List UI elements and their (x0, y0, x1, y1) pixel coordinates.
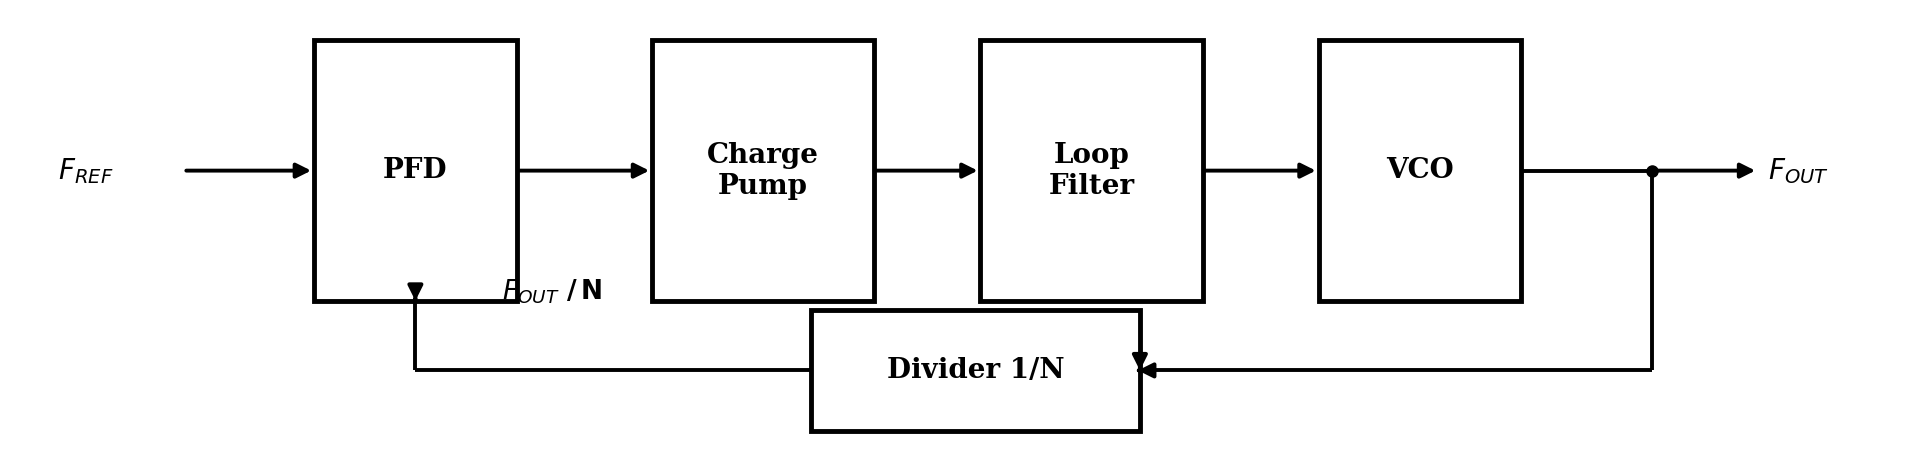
Bar (1318, 40, 1522, 301)
Text: $\mathbf{\mathit{F}}_{OUT}$: $\mathbf{\mathit{F}}_{OUT}$ (1768, 156, 1830, 185)
Text: $\mathbf{\mathit{F}}_{OUT}$ $\mathbf{/\,N}$: $\mathbf{\mathit{F}}_{OUT}$ $\mathbf{/\,… (502, 277, 603, 306)
Text: Loop
Filter: Loop Filter (1049, 141, 1134, 200)
Bar (811, 310, 1140, 431)
Text: Charge
Pump: Charge Pump (707, 141, 819, 200)
Bar (313, 40, 518, 301)
Bar (980, 40, 1202, 301)
Text: VCO: VCO (1385, 157, 1455, 184)
Bar (653, 40, 875, 301)
Text: $\mathbf{\mathit{F}}_{REF}$: $\mathbf{\mathit{F}}_{REF}$ (58, 156, 114, 185)
Text: Divider 1/N: Divider 1/N (887, 357, 1065, 384)
Text: PFD: PFD (383, 157, 448, 184)
